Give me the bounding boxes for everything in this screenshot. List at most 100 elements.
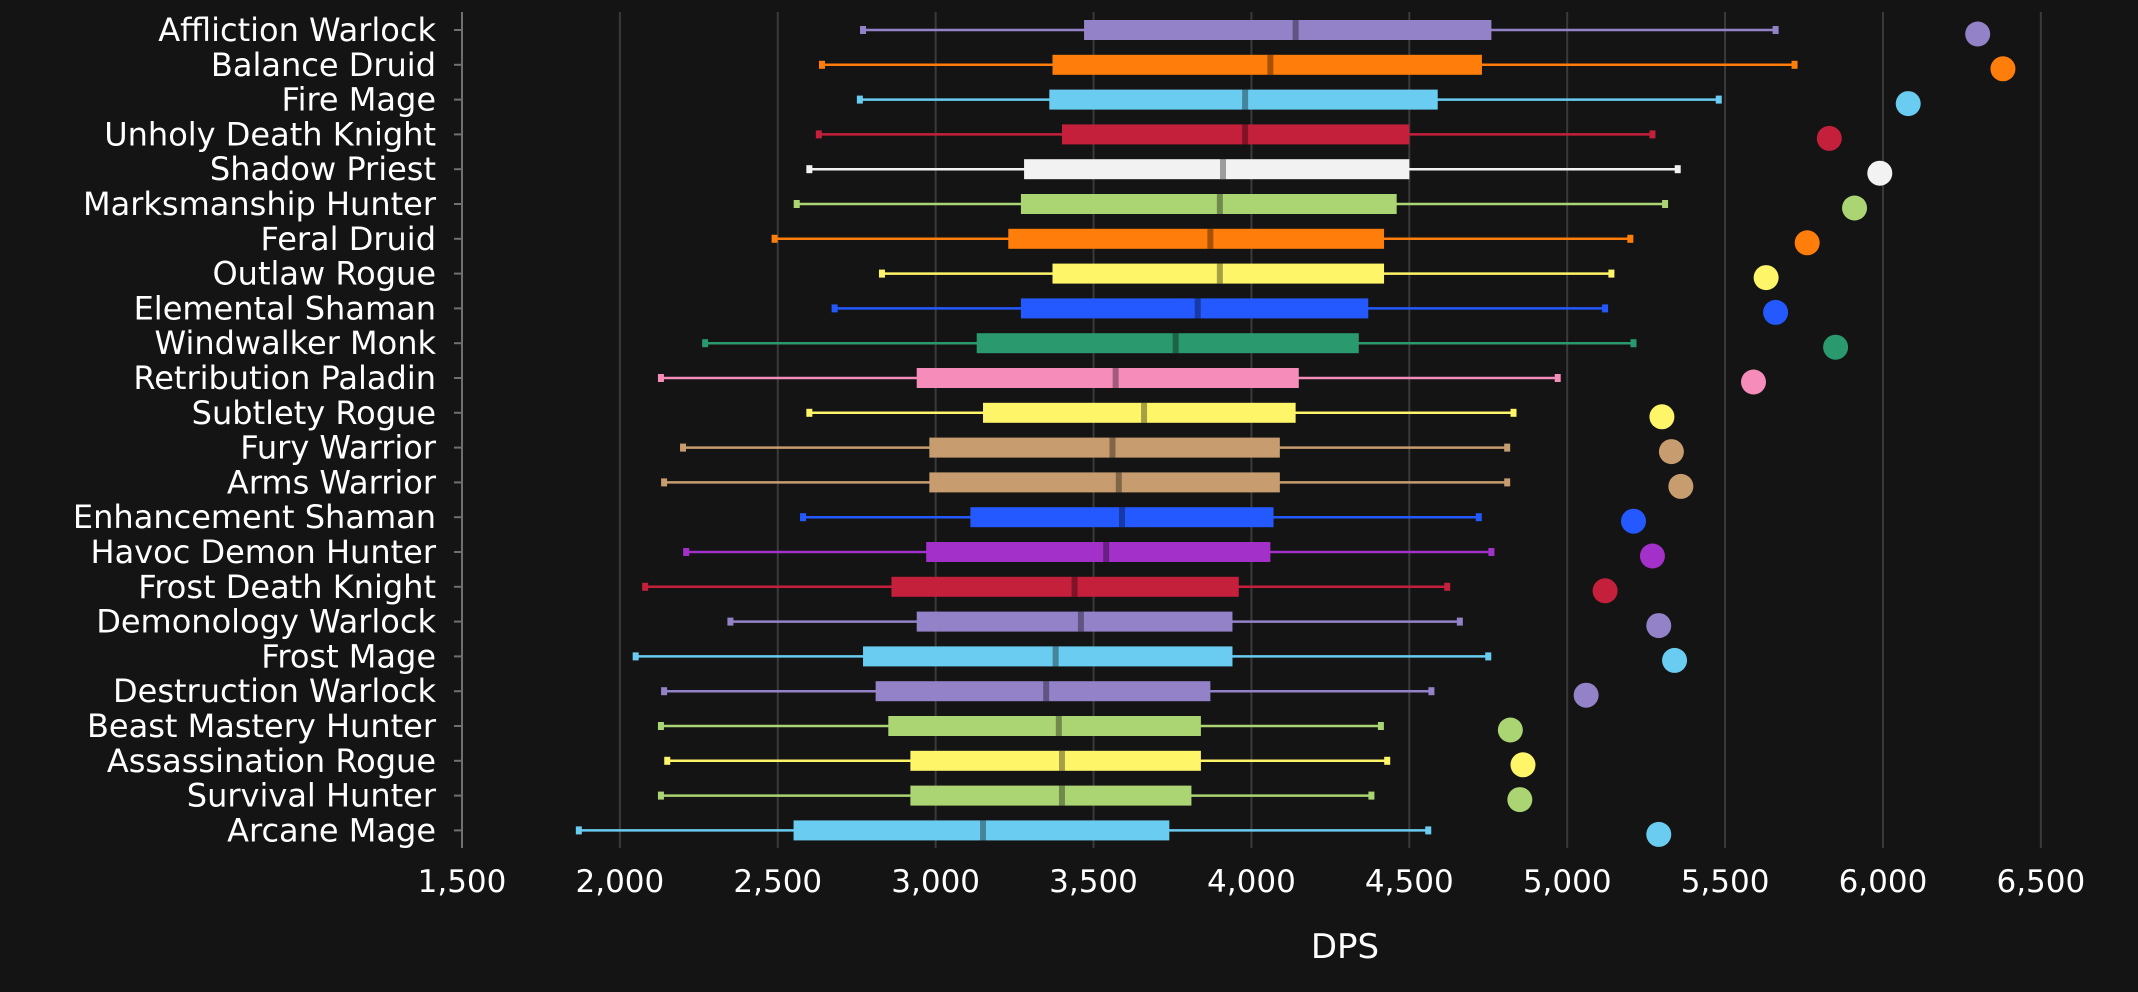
- whisker-max-cap: [1456, 617, 1463, 626]
- median-marker: [980, 820, 987, 841]
- median-marker: [1242, 124, 1249, 145]
- whisker-max-cap: [1485, 652, 1492, 661]
- category-label: Marksmanship Hunter: [83, 185, 437, 223]
- median-marker: [1055, 716, 1062, 736]
- whisker-min-cap: [831, 304, 838, 313]
- category-label: Outlaw Rogue: [212, 255, 436, 293]
- whisker-max-cap: [1649, 130, 1656, 139]
- box-row: [664, 750, 1536, 778]
- median-marker: [1071, 576, 1078, 597]
- x-tick-label: 6,500: [1996, 864, 2085, 900]
- median-marker: [1172, 333, 1179, 354]
- whisker-min-cap: [856, 95, 863, 104]
- box-row: [657, 785, 1533, 813]
- median-marker: [1207, 228, 1214, 249]
- box-row: [680, 437, 1684, 465]
- category-label: Shadow Priest: [210, 150, 436, 188]
- category-label: Demonology Warlock: [96, 603, 436, 641]
- whisker-min-cap: [878, 269, 885, 278]
- outlier-point: [1753, 265, 1779, 291]
- outlier-point: [1646, 821, 1672, 847]
- outlier-point: [1507, 787, 1533, 813]
- whisker-max-cap: [1674, 165, 1681, 174]
- grid-lines: [618, 12, 2042, 848]
- median-marker: [1103, 542, 1110, 562]
- category-label: Frost Mage: [261, 637, 436, 675]
- outlier-point: [1662, 647, 1688, 673]
- whisker-min-cap: [657, 791, 664, 800]
- whisker-min-cap: [657, 374, 664, 382]
- median-marker: [1267, 54, 1274, 75]
- category-label: Affliction Warlock: [158, 11, 436, 49]
- iqr-box: [1020, 194, 1397, 214]
- box-row: [793, 194, 1868, 221]
- outlier-point: [1592, 578, 1618, 604]
- whisker-min-cap: [642, 582, 649, 591]
- iqr-box: [983, 402, 1296, 423]
- outlier-point: [1497, 717, 1523, 743]
- outlier-point: [1649, 404, 1675, 430]
- x-axis-title: DPS: [1311, 927, 1379, 967]
- median-marker: [1077, 611, 1084, 632]
- whisker-max-cap: [1715, 95, 1722, 104]
- iqr-box: [916, 611, 1233, 632]
- whisker-max-cap: [1630, 339, 1637, 348]
- median-marker: [1292, 20, 1299, 40]
- box-row: [657, 716, 1523, 743]
- whisker-min-cap: [806, 165, 813, 174]
- iqr-box: [916, 368, 1299, 388]
- outlier-point: [1816, 125, 1842, 151]
- whisker-min-cap: [818, 60, 825, 69]
- median-marker: [1216, 194, 1223, 214]
- whisker-min-cap: [632, 652, 639, 661]
- x-tick-label: 5,000: [1523, 864, 1612, 900]
- category-label: Destruction Warlock: [113, 672, 436, 710]
- median-marker: [1058, 785, 1065, 806]
- outlier-point: [1842, 195, 1868, 221]
- whisker-max-cap: [1504, 478, 1511, 487]
- whisker-max-cap: [1425, 826, 1432, 835]
- category-label: Havoc Demon Hunter: [91, 533, 437, 571]
- outlier-point: [1990, 56, 2016, 82]
- median-marker: [1058, 750, 1065, 771]
- whisker-min-cap: [793, 200, 800, 208]
- median-marker: [1220, 159, 1227, 180]
- whisker-min-cap: [727, 617, 734, 626]
- iqr-box: [910, 750, 1201, 771]
- iqr-box: [1024, 159, 1410, 180]
- box-row: [661, 472, 1694, 499]
- outlier-point: [1646, 613, 1672, 639]
- whisker-max-cap: [1377, 722, 1384, 730]
- box-row: [815, 124, 1842, 151]
- outlier-point: [1867, 160, 1893, 186]
- iqr-box: [793, 820, 1170, 841]
- iqr-box: [1049, 89, 1438, 110]
- category-label: Balance Druid: [211, 46, 436, 84]
- whisker-max-cap: [1504, 443, 1511, 452]
- whisker-min-cap: [661, 478, 668, 487]
- whisker-max-cap: [1662, 200, 1669, 208]
- box-row: [661, 681, 1599, 708]
- category-label: Survival Hunter: [187, 777, 437, 815]
- x-tick-label: 4,500: [1365, 864, 1454, 900]
- box-row: [632, 646, 1688, 673]
- x-tick-label: 5,500: [1681, 864, 1770, 900]
- whisker-max-cap: [1488, 548, 1495, 556]
- box-row: [727, 611, 1672, 639]
- whisker-min-cap: [771, 234, 778, 243]
- whisker-min-cap: [661, 687, 668, 696]
- outlier-point: [1621, 508, 1647, 534]
- median-marker: [1109, 437, 1116, 458]
- box-row: [683, 542, 1665, 569]
- category-label: Retribution Paladin: [133, 359, 436, 397]
- whisker-max-cap: [1510, 408, 1517, 417]
- whisker-max-cap: [1554, 374, 1561, 382]
- whisker-max-cap: [1772, 26, 1779, 34]
- whisker-max-cap: [1368, 791, 1375, 800]
- outlier-point: [1658, 439, 1684, 465]
- category-label: Frost Death Knight: [138, 568, 436, 606]
- category-label: Arcane Mage: [227, 811, 436, 849]
- category-label: Assassination Rogue: [107, 742, 436, 780]
- x-tick-label: 3,500: [1049, 864, 1138, 900]
